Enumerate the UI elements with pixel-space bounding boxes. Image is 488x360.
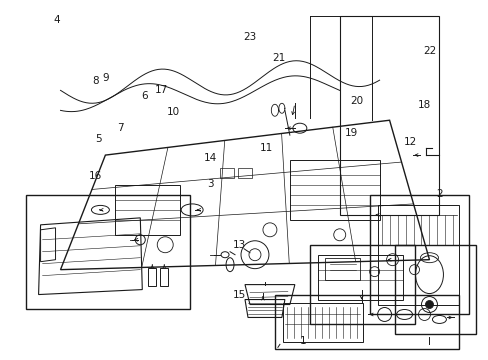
Text: 8: 8 [92,76,99,86]
Bar [283,302,362,342]
Bar [377,205,458,305]
Text: 23: 23 [242,32,256,41]
Circle shape [425,301,432,309]
Text: 12: 12 [403,138,416,147]
Text: 6: 6 [141,91,147,101]
Bar [160,268,168,285]
Text: 20: 20 [349,96,363,106]
Text: 18: 18 [417,100,430,110]
Text: 17: 17 [155,85,168,95]
Bar [274,294,458,349]
Bar [394,245,475,334]
Text: 7: 7 [117,123,123,133]
Text: 3: 3 [206,179,213,189]
Text: 15: 15 [232,290,246,300]
Bar [317,255,402,300]
Bar [339,15,439,215]
Text: 11: 11 [259,143,272,153]
Text: 13: 13 [232,239,246,249]
Text: 19: 19 [345,129,358,138]
Bar [369,195,468,315]
Text: 5: 5 [95,134,102,144]
Text: 2: 2 [435,189,442,199]
Text: 10: 10 [167,107,180,117]
Text: 21: 21 [271,53,285,63]
Bar [324,258,359,280]
Text: 22: 22 [422,46,435,56]
Bar [238,168,251,178]
Bar [309,245,414,324]
Bar [148,268,156,285]
Text: 16: 16 [89,171,102,181]
Bar [220,168,234,178]
Text: 1: 1 [299,336,305,346]
Text: 4: 4 [53,15,60,26]
Text: 14: 14 [203,153,217,163]
Bar [25,195,190,310]
Text: 9: 9 [102,73,109,83]
